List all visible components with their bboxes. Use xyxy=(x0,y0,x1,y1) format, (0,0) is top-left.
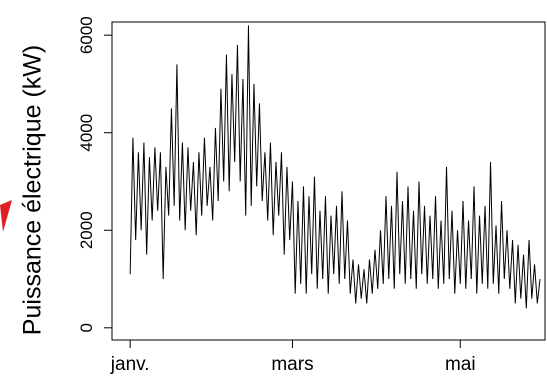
y-axis-label: Puissance électrique (kW) xyxy=(19,45,47,335)
x-tick-label: mai xyxy=(445,354,476,375)
y-tick-label: 6000 xyxy=(77,16,96,54)
line-series xyxy=(129,25,541,309)
y-tick-label: 2000 xyxy=(77,211,96,249)
y-tick-label: 0 xyxy=(77,323,96,332)
x-tick-label: mars xyxy=(271,354,313,375)
x-tick-label: janv. xyxy=(110,354,150,375)
arrow-fragment xyxy=(0,200,12,232)
y-tick-label: 4000 xyxy=(77,114,96,152)
plot-frame xyxy=(111,21,546,341)
